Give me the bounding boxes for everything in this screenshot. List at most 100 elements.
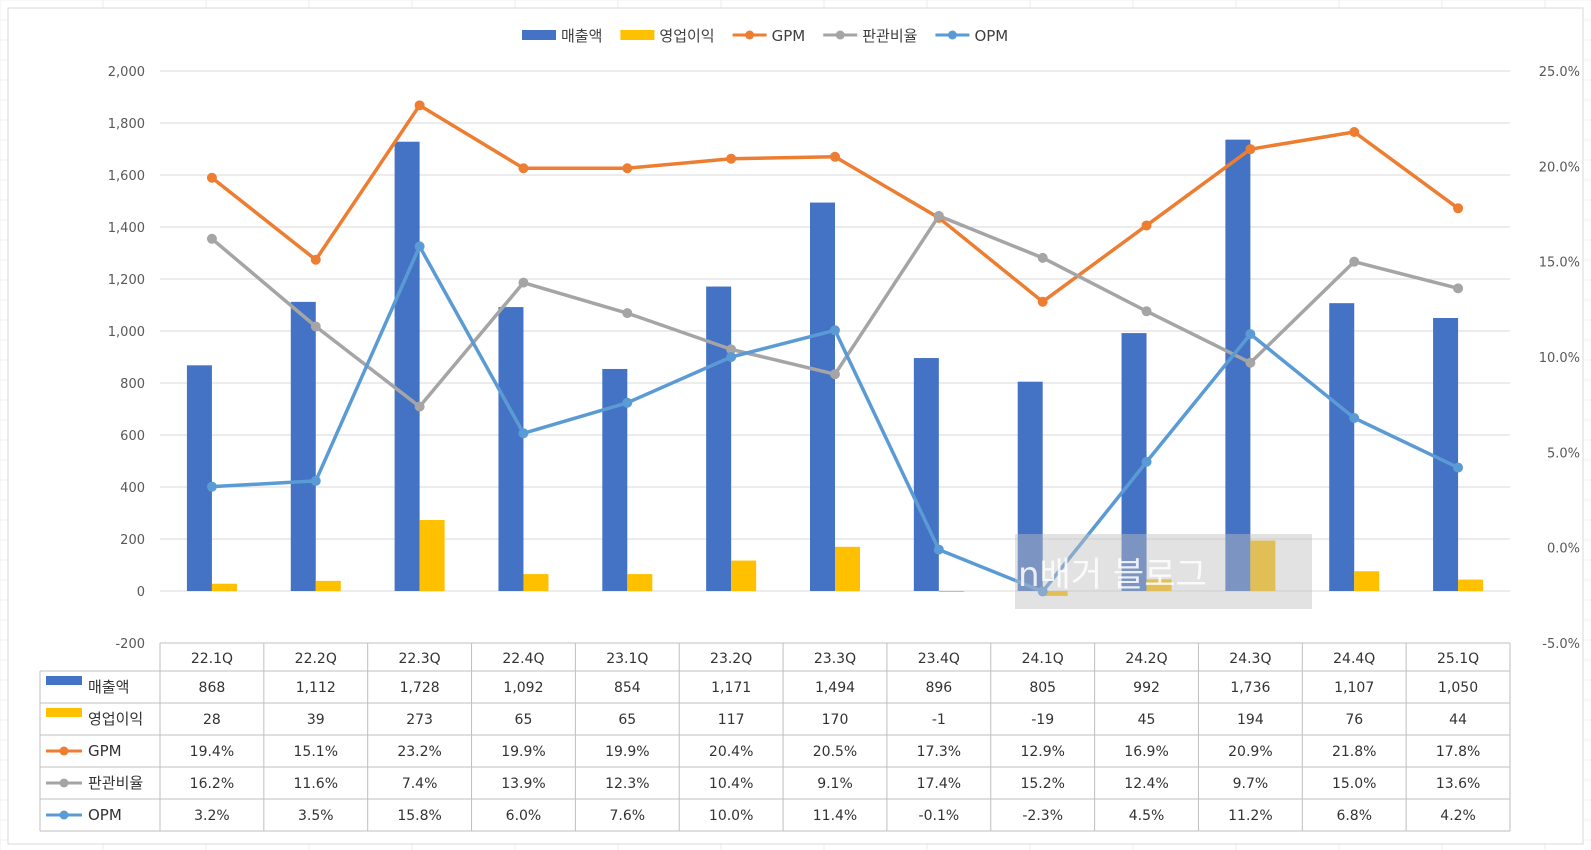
legend-swatch xyxy=(522,30,556,40)
row-label: 영업이익 xyxy=(88,710,143,728)
line-series-4 xyxy=(206,241,1464,597)
category-label: 22.3Q xyxy=(399,651,441,667)
table-cell: 10.0% xyxy=(709,808,753,824)
category-label: 23.2Q xyxy=(710,651,752,667)
point xyxy=(830,369,840,380)
point xyxy=(1037,252,1048,263)
table-cell: 1,112 xyxy=(296,680,336,696)
point xyxy=(206,481,217,492)
line-series-2 xyxy=(206,100,1464,307)
legend-label: 매출액 xyxy=(561,27,602,45)
point xyxy=(622,397,633,408)
right-axis-ticks: -5.0% 0.0% 5.0% 10.0% 15.0% 20.0% 25.0% xyxy=(1539,65,1580,652)
category-label: 24.2Q xyxy=(1125,651,1167,667)
legend-swatch-marker xyxy=(745,30,755,40)
table-cell: 1,736 xyxy=(1230,680,1270,696)
line-series-3 xyxy=(206,210,1464,412)
table-cell: 273 xyxy=(406,712,433,728)
y-left-tick-label: 2,000 xyxy=(108,65,145,80)
watermark: n배거 블로그 xyxy=(1015,534,1312,609)
table-cell: 16.2% xyxy=(190,776,234,792)
category-label: 22.2Q xyxy=(295,651,337,667)
table-cell: 1,092 xyxy=(503,680,543,696)
table-cell: 896 xyxy=(925,680,952,696)
table-row: 매출액 868 1,112 1,728 1,092 854 1,171 1,494 896 805… xyxy=(46,676,1478,696)
row-swatch xyxy=(46,708,82,717)
row-swatch-marker xyxy=(59,778,69,788)
table-cell: 11.2% xyxy=(1228,808,1272,824)
bar xyxy=(835,546,860,591)
bar xyxy=(1433,318,1459,591)
y-left-tick-label: 0 xyxy=(137,585,145,600)
table-cell: 13.6% xyxy=(1436,776,1480,792)
table-row: 판관비율 16.2% 11.6% 7.4% 13.9% 12.3% 10.4% 9.1% 17.… xyxy=(46,774,1480,792)
point xyxy=(726,344,737,355)
bar xyxy=(394,141,420,591)
category-label: 23.4Q xyxy=(918,651,960,667)
point xyxy=(518,277,529,288)
bar xyxy=(419,520,445,591)
bar xyxy=(498,307,524,591)
table-row: 영업이익 28 39 273 65 65 117 170 -1 -19 45 194 76 44 xyxy=(46,708,1467,728)
legend-label: 영업이익 xyxy=(659,27,714,45)
point xyxy=(933,210,944,221)
point xyxy=(1037,296,1048,307)
legend-label: GPM xyxy=(772,27,806,45)
table-cell: 7.4% xyxy=(402,776,438,792)
table-cell: 1,171 xyxy=(711,680,751,696)
table-cell: 1,494 xyxy=(815,680,855,696)
point xyxy=(830,325,840,336)
point xyxy=(518,163,529,174)
point xyxy=(1349,127,1360,138)
point xyxy=(1349,413,1360,424)
category-label: 23.1Q xyxy=(606,651,648,667)
row-swatch-marker xyxy=(59,746,69,756)
y-left-tick-label: 1,600 xyxy=(108,169,145,184)
table-cell: 3.5% xyxy=(298,808,334,824)
point xyxy=(1037,586,1048,597)
table-cell: 65 xyxy=(618,712,636,728)
category-label: 23.3Q xyxy=(814,651,856,667)
category-label: 24.3Q xyxy=(1229,651,1271,667)
table-cell: 65 xyxy=(515,712,533,728)
y-left-tick-label: 600 xyxy=(120,429,145,444)
y-left-tick-label: -200 xyxy=(115,637,145,652)
point xyxy=(830,151,840,162)
row-swatch-marker xyxy=(59,810,69,820)
table-cell: 44 xyxy=(1449,712,1467,728)
y-left-tick-label: 800 xyxy=(120,377,145,392)
y-right-tick-label: 5.0% xyxy=(1547,446,1580,461)
point xyxy=(414,100,425,111)
data-table: 22.1Q 22.2Q 22.3Q 22.4Q 23.1Q 23.2Q 23.3Q 23.4Q… xyxy=(39,642,1511,832)
point xyxy=(1141,306,1152,317)
legend-swatch xyxy=(620,30,655,40)
table-cell: 21.8% xyxy=(1332,744,1376,760)
point xyxy=(933,544,944,555)
legend-label: OPM xyxy=(974,27,1008,45)
bar xyxy=(1017,381,1043,591)
chart-area xyxy=(7,7,1584,845)
table-cell: 868 xyxy=(199,680,226,696)
y-left-tick-label: 1,400 xyxy=(108,221,145,236)
category-label: 22.4Q xyxy=(502,651,544,667)
table-cell: 854 xyxy=(614,680,641,696)
table-cell: 17.4% xyxy=(917,776,961,792)
table-cell: -0.1% xyxy=(919,808,960,824)
bar xyxy=(290,301,316,591)
row-label: 매출액 xyxy=(88,678,129,696)
point xyxy=(1245,357,1256,368)
row-label: GPM xyxy=(88,742,122,760)
y-left-tick-label: 1,800 xyxy=(108,117,145,132)
table-cell: 3.2% xyxy=(194,808,230,824)
watermark-text: n배거 블로그 xyxy=(1018,555,1207,595)
bar xyxy=(1146,579,1172,591)
table-cell: 194 xyxy=(1237,712,1264,728)
point xyxy=(206,172,217,183)
bar xyxy=(913,358,939,591)
y-right-tick-label: 20.0% xyxy=(1539,160,1580,175)
table-cell: 15.2% xyxy=(1020,776,1064,792)
table-cell: 19.9% xyxy=(501,744,545,760)
point xyxy=(1349,256,1360,267)
point xyxy=(622,308,633,319)
